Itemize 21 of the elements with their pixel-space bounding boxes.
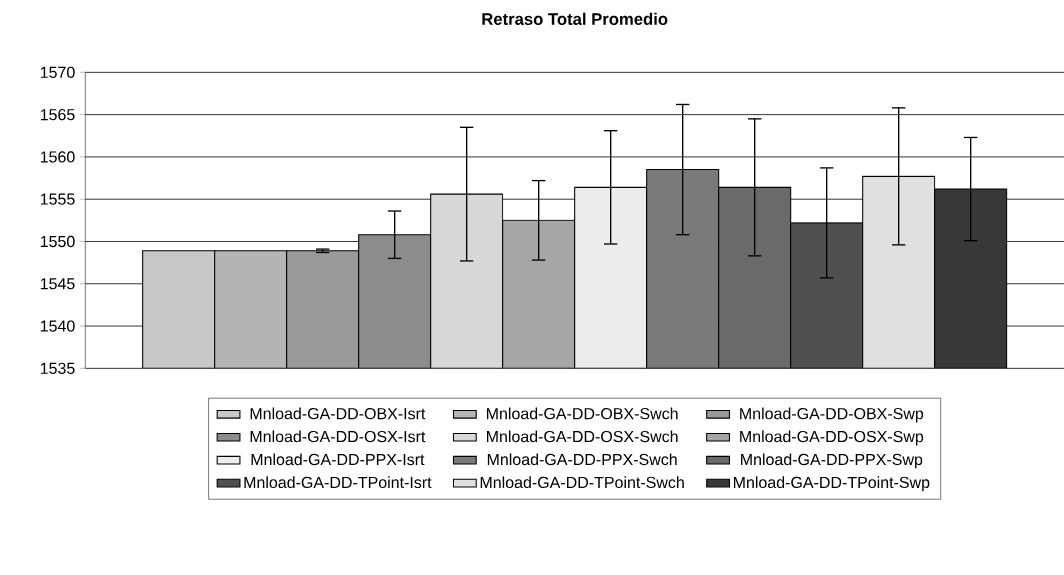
- y-tick-label: 1565: [40, 108, 75, 121]
- y-tick-label: 1545: [40, 278, 75, 290]
- legend-label: Mnload-GA-DD-OSX-Swp: [740, 430, 924, 446]
- legend-label: Mnload-GA-DD-OBX-Isrt: [250, 407, 426, 420]
- legend-label: Mnload-GA-DD-OBX-Swp: [740, 407, 924, 423]
- legend-label: Mnload-GA-DD-OSX-Isrt: [250, 430, 426, 443]
- legend-label: Mnload-GA-DD-TPoint-Swch: [480, 476, 684, 489]
- chart-title: Retraso Total Promedio: [482, 12, 668, 25]
- legend-label: Mnload-GA-DD-PPX-Swch: [487, 453, 677, 466]
- y-tick-label: 1570: [40, 66, 75, 78]
- y-tick-label: 1540: [40, 320, 75, 332]
- legend-label: Mnload-GA-DD-OBX-Swch: [486, 407, 678, 420]
- y-tick-label: 1550: [40, 235, 75, 248]
- y-tick-label: 1555: [40, 193, 75, 205]
- legend-label: Mnload-GA-DD-TPoint-Isrt: [244, 476, 432, 489]
- legend-label: Mnload-GA-DD-PPX-Isrt: [251, 453, 425, 466]
- legend-label: Mnload-GA-DD-TPoint-Swp: [733, 476, 930, 492]
- legend-label: Mnload-GA-DD-OSX-Swch: [486, 430, 678, 443]
- legend-label: Mnload-GA-DD-PPX-Swp: [741, 453, 923, 469]
- y-tick-label: 1560: [40, 151, 75, 163]
- y-tick-label: 1535: [40, 362, 75, 374]
